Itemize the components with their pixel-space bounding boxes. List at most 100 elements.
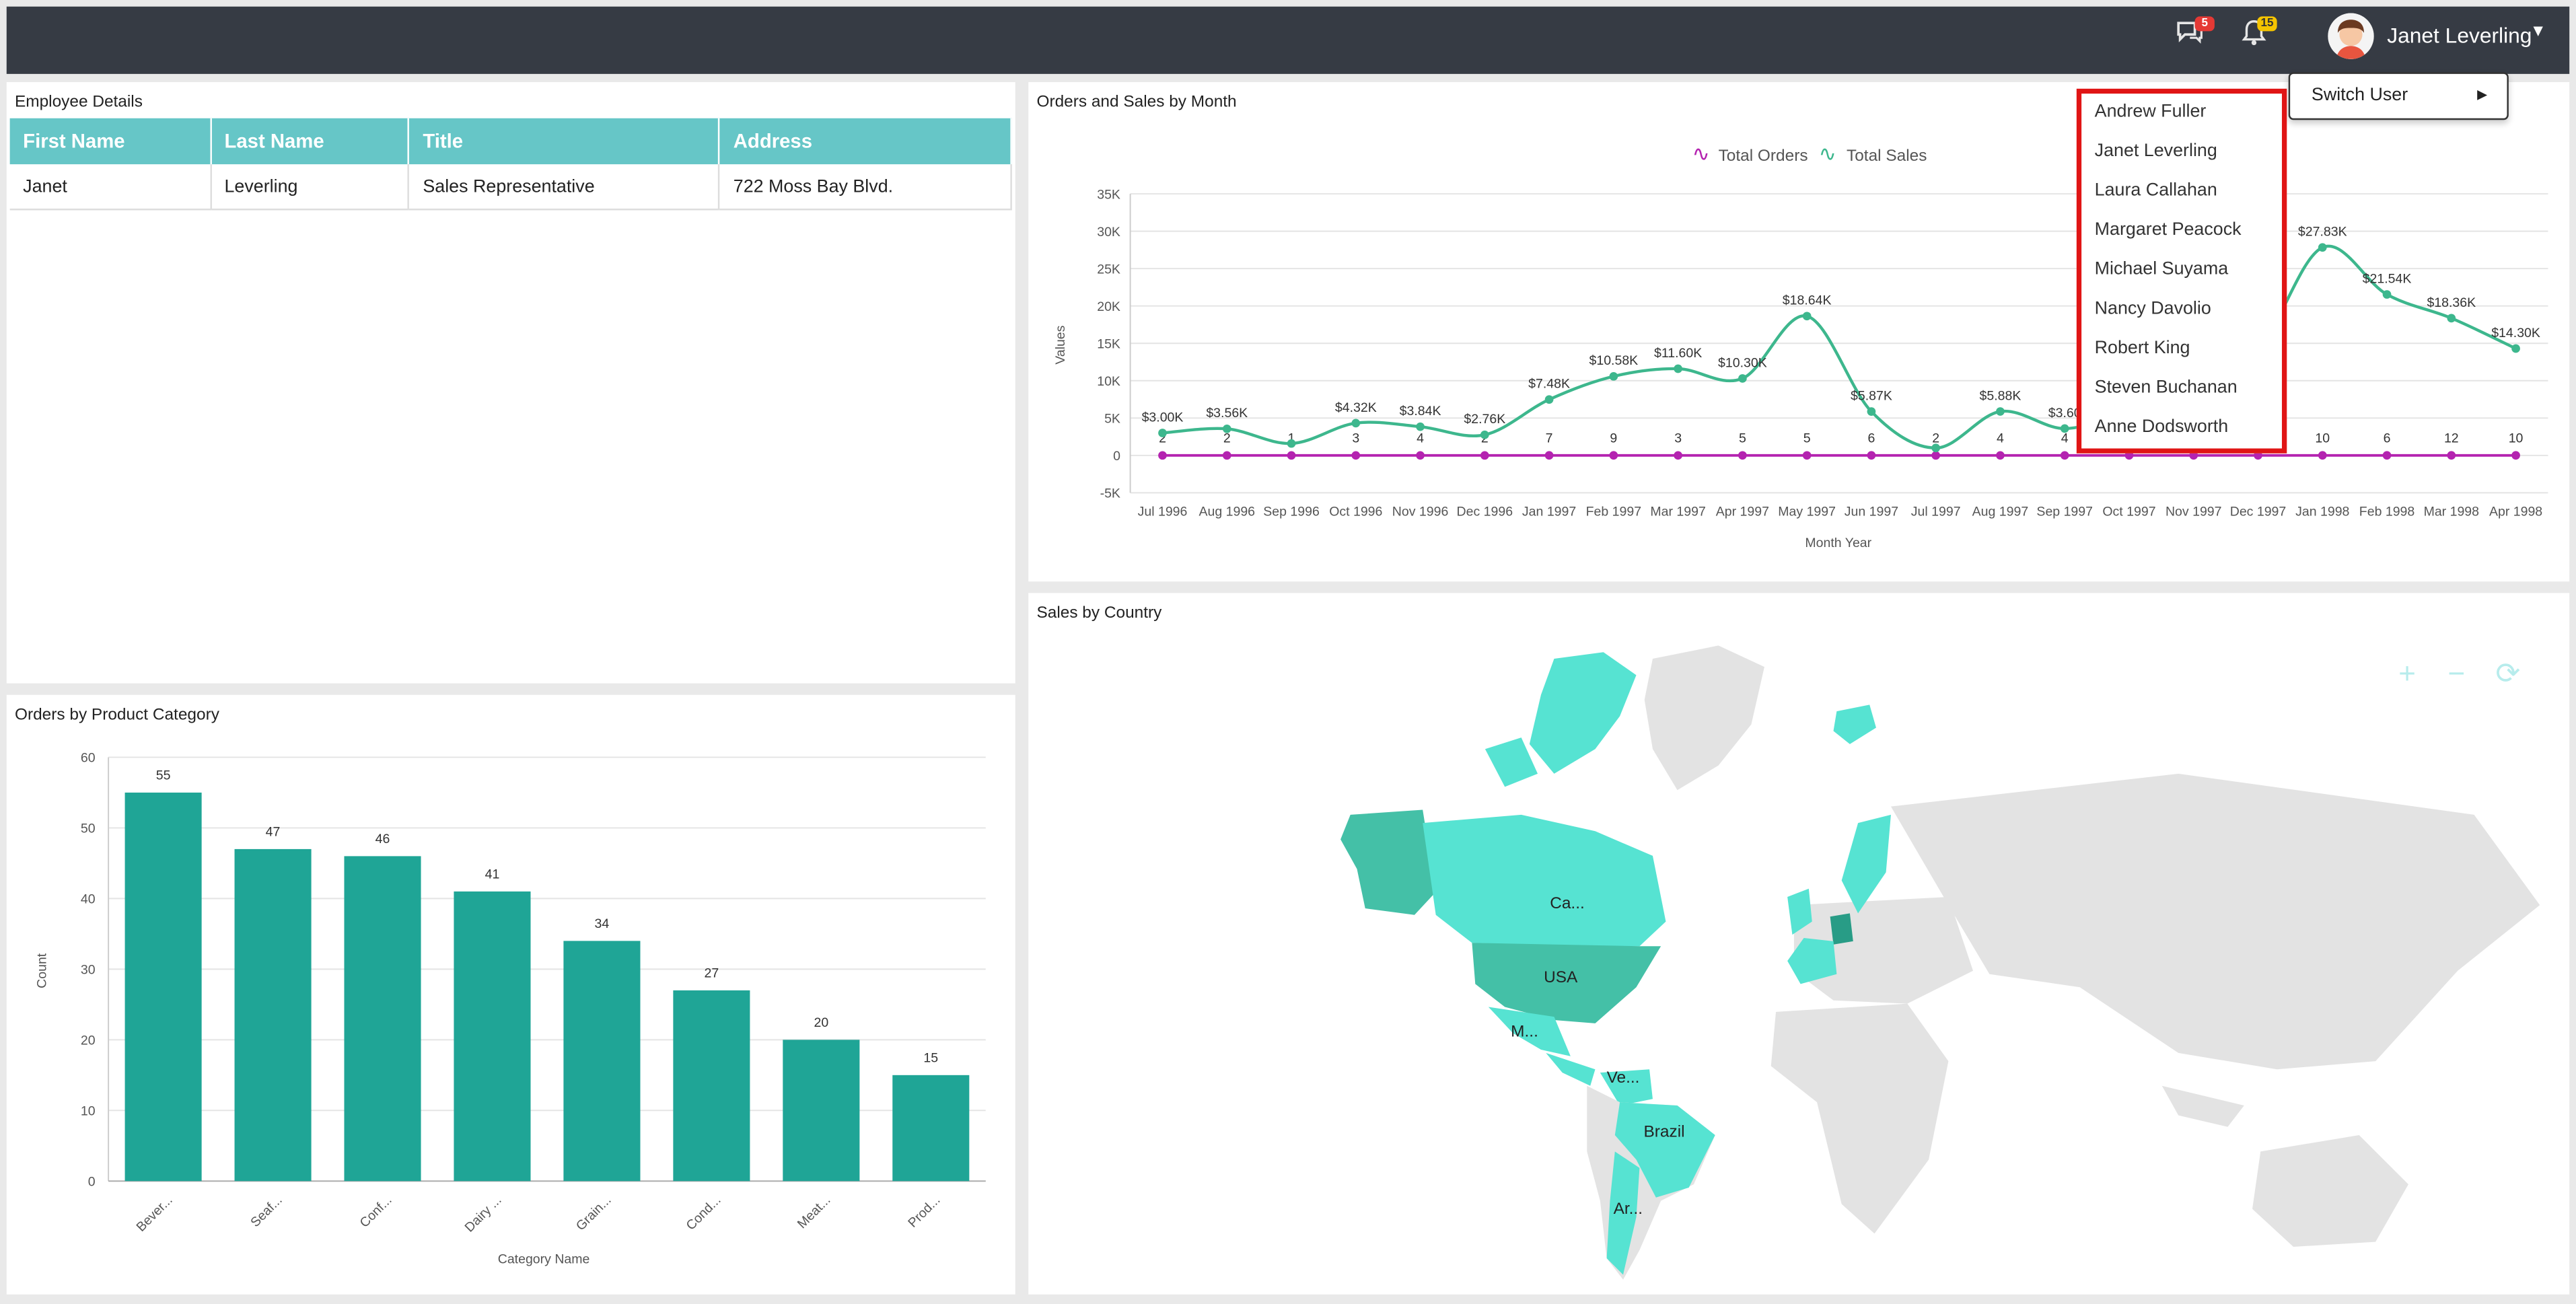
orders-point[interactable] [2060,451,2069,460]
sales-point[interactable] [2382,290,2392,299]
sales-point[interactable] [1544,395,1554,404]
world-map[interactable]: Ca... USA M... Ve... Brazil Ar... [1028,593,2569,1294]
orders-point[interactable] [2447,451,2456,460]
orders-point[interactable] [1222,451,1231,460]
legend-sales-label[interactable]: Total Sales [1847,147,1927,165]
orders-point[interactable] [1609,451,1618,460]
user-name[interactable]: Janet Leverling [2387,23,2532,48]
orders-point[interactable] [1416,451,1425,460]
map-africa[interactable] [1770,1003,1949,1234]
column-header[interactable]: Title [408,118,721,165]
x-tick-label: Jun 1997 [1845,505,1898,519]
employee-table: First Name Last Name Title Address Janet… [9,118,1012,211]
sales-point[interactable] [1287,439,1296,448]
orders-point[interactable] [1674,451,1682,460]
bar[interactable] [454,891,531,1182]
map-france-spain[interactable] [1787,937,1837,984]
user-option[interactable]: Janet Leverling [2094,141,2217,161]
sales-point[interactable] [1416,422,1425,431]
table-row[interactable]: Janet Leverling Sales Representative 722… [9,164,1012,211]
column-header[interactable]: Last Name [210,118,410,165]
sales-point[interactable] [1867,407,1876,416]
x-tick-label: Jul 1997 [1911,505,1961,519]
map-brazil[interactable] [1614,1102,1715,1198]
chat-icon[interactable]: 5 [2175,16,2215,54]
map-canada-islands[interactable] [1484,737,1538,787]
orders-point[interactable] [2318,451,2327,460]
user-option[interactable]: Margaret Peacock [2094,220,2242,240]
map-argentina[interactable] [1606,1151,1640,1275]
map-canada-islands[interactable] [1529,652,1637,774]
bar[interactable] [124,792,202,1182]
avatar[interactable] [2328,13,2374,59]
sales-point[interactable] [1931,443,1941,453]
user-option[interactable]: Nancy Davolio [2094,299,2211,319]
sales-point[interactable] [2511,344,2520,353]
user-option[interactable]: Andrew Fuller [2094,102,2207,122]
map-canada[interactable] [1423,814,1666,947]
sales-point[interactable] [1802,312,1812,321]
bar[interactable] [673,990,750,1182]
orders-point[interactable] [1351,451,1361,460]
x-tick-label: Nov 1996 [1392,505,1449,519]
bell-icon[interactable]: 15 [2241,16,2277,54]
map-germany[interactable] [1830,913,1853,945]
map-mexico[interactable] [1488,1007,1571,1056]
orders-point[interactable] [1158,451,1167,460]
map-central-america[interactable] [1546,1052,1596,1086]
orders-point[interactable] [1544,451,1554,460]
column-header[interactable]: Address [719,118,1012,165]
orders-point[interactable] [1996,451,2005,460]
map-scandinavia[interactable] [1841,814,1891,914]
bar[interactable] [783,1040,860,1182]
sales-point[interactable] [1351,419,1361,428]
y-tick-label: 50 [81,822,96,836]
orders-point[interactable] [2382,451,2392,460]
user-option[interactable]: Anne Dodsworth [2094,417,2229,437]
orders-point[interactable] [1931,451,1941,460]
y-tick-label: -5K [1100,486,1120,501]
sales-point[interactable] [1609,371,1618,381]
sales-line[interactable] [1162,244,2517,449]
user-option[interactable]: Laura Callahan [2094,180,2217,201]
sales-point[interactable] [1738,374,1747,383]
orders-point[interactable] [1738,451,1747,460]
zoom-in-icon[interactable]: + [2398,657,2416,690]
orders-point[interactable] [1802,451,1812,460]
map-iceland[interactable] [1833,704,1876,744]
chevron-down-icon[interactable]: ▼ [2530,23,2546,42]
orders-point[interactable] [1867,451,1876,460]
map-greenland[interactable] [1644,645,1764,791]
sales-point[interactable] [2318,243,2327,252]
map-australia[interactable] [2252,1134,2408,1247]
orders-point[interactable] [2511,451,2520,460]
sales-point[interactable] [1158,429,1167,437]
sales-point[interactable] [2447,314,2456,323]
map-venezuela[interactable] [1600,1069,1653,1106]
zoom-out-icon[interactable]: − [2447,657,2466,690]
chart-legend[interactable]: ∿ Total Orders ∿ Total Sales [1692,141,1927,166]
sales-point[interactable] [2060,424,2069,433]
user-option[interactable]: Robert King [2094,338,2190,359]
bar[interactable] [234,848,312,1182]
bar[interactable] [344,856,421,1182]
orders-point[interactable] [1287,451,1296,460]
sales-point[interactable] [1674,364,1682,373]
sales-point[interactable] [1222,424,1231,433]
map-usa[interactable] [1472,943,1661,1023]
column-header[interactable]: First Name [9,118,211,165]
sales-point[interactable] [1996,407,2005,416]
switch-user-menu-item[interactable]: Switch User ▶ [2288,72,2509,120]
map-indonesia[interactable] [2161,1085,2244,1127]
user-option[interactable]: Steven Buchanan [2094,377,2238,398]
map-uk[interactable] [1787,888,1812,935]
orders-point[interactable] [1480,451,1489,460]
map-asia[interactable] [1890,773,2540,1070]
reset-icon[interactable]: ⟳ [2495,657,2521,690]
user-option[interactable]: Michael Suyama [2094,259,2229,280]
bar[interactable] [892,1075,970,1182]
sales-point[interactable] [1480,430,1489,439]
map-alaska[interactable] [1340,809,1436,915]
legend-orders-label[interactable]: Total Orders [1719,147,1808,165]
bar[interactable] [563,941,641,1182]
